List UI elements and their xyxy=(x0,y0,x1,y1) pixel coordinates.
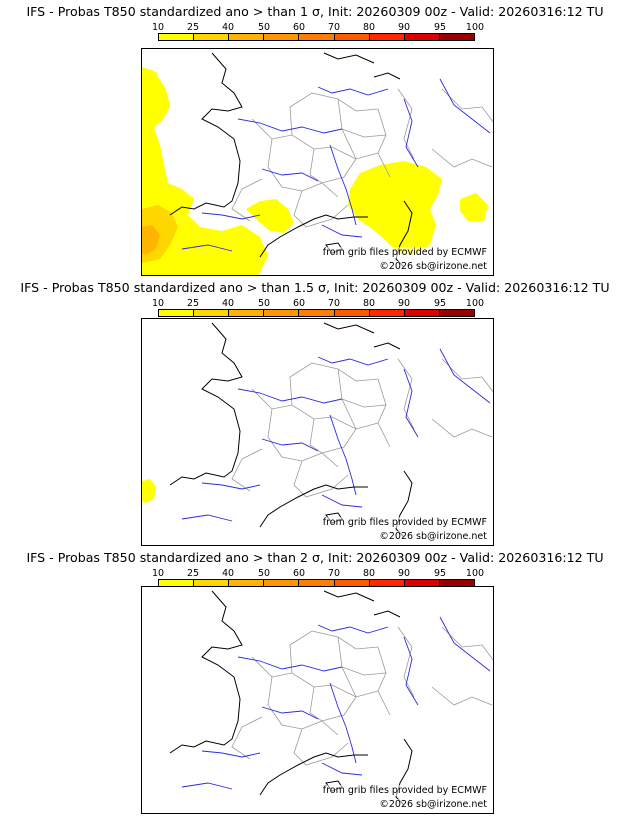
scale-label: 50 xyxy=(257,568,271,579)
scale-swatch xyxy=(439,580,474,586)
probability-color-scale: 10 25 40 50 60 70 80 90 95 100 xyxy=(152,298,484,318)
scale-label: 50 xyxy=(257,298,271,309)
scale-swatch xyxy=(334,310,370,316)
scale-swatch xyxy=(334,580,370,586)
panel-title: IFS - Probas T850 standardized ano > tha… xyxy=(26,4,604,19)
scale-label: 40 xyxy=(221,298,235,309)
scale-label: 60 xyxy=(292,298,306,309)
scale-label: 90 xyxy=(397,298,411,309)
scale-swatch xyxy=(369,34,405,40)
department-borders xyxy=(231,88,493,228)
scale-label: 60 xyxy=(292,568,306,579)
scale-label: 70 xyxy=(327,22,341,33)
scale-swatch xyxy=(264,34,300,40)
department-borders xyxy=(231,626,493,766)
scale-swatch xyxy=(159,34,195,40)
map-panel-1-sigma: IFS - Probas T850 standardized ano > tha… xyxy=(0,0,630,276)
scale-swatch xyxy=(229,34,265,40)
scale-label: 10 xyxy=(151,568,165,579)
coastline xyxy=(169,322,413,538)
scale-label: 95 xyxy=(433,298,447,309)
scale-swatch xyxy=(194,34,230,40)
scale-label: 100 xyxy=(465,568,485,579)
rivers xyxy=(181,78,491,252)
map-graphic xyxy=(142,322,493,538)
scale-label: 90 xyxy=(397,568,411,579)
scale-label: 40 xyxy=(221,22,235,33)
probability-area-deep-orange xyxy=(142,225,160,255)
scale-swatch xyxy=(404,580,440,586)
scale-bar xyxy=(158,309,475,317)
france-map: from grib files provided by ECMWF ©2026 … xyxy=(141,48,494,276)
france-map: from grib files provided by ECMWF ©2026 … xyxy=(141,318,494,546)
map-graphic xyxy=(142,52,493,275)
probability-area-west xyxy=(142,479,156,503)
scale-swatch xyxy=(194,580,230,586)
scale-label: 10 xyxy=(151,298,165,309)
credit-copyright: ©2026 sb@irizone.net xyxy=(379,261,487,272)
scale-swatch xyxy=(299,580,335,586)
scale-swatch xyxy=(369,310,405,316)
scale-swatch xyxy=(334,34,370,40)
credit-copyright: ©2026 sb@irizone.net xyxy=(379,799,487,810)
scale-swatch xyxy=(369,580,405,586)
scale-label: 80 xyxy=(362,568,376,579)
scale-label: 25 xyxy=(186,22,200,33)
panel-title: IFS - Probas T850 standardized ano > tha… xyxy=(20,280,610,295)
probability-color-scale: 10 25 40 50 60 70 80 90 95 100 xyxy=(152,568,484,588)
scale-label: 100 xyxy=(465,22,485,33)
scale-label: 50 xyxy=(257,22,271,33)
scale-swatch xyxy=(299,310,335,316)
scale-label: 95 xyxy=(433,568,447,579)
scale-label: 100 xyxy=(465,298,485,309)
scale-label: 40 xyxy=(221,568,235,579)
coastline xyxy=(169,590,413,806)
scale-label: 80 xyxy=(362,298,376,309)
scale-swatch xyxy=(404,34,440,40)
panel-title: IFS - Probas T850 standardized ano > tha… xyxy=(26,550,604,565)
probability-area-alps xyxy=(348,161,442,255)
scale-label: 80 xyxy=(362,22,376,33)
scale-label: 25 xyxy=(186,298,200,309)
scale-label: 25 xyxy=(186,568,200,579)
scale-label: 10 xyxy=(151,22,165,33)
map-panel-2-sigma: IFS - Probas T850 standardized ano > tha… xyxy=(0,546,630,816)
rivers xyxy=(181,616,491,790)
france-map: from grib files provided by ECMWF ©2026 … xyxy=(141,586,494,814)
scale-label: 60 xyxy=(292,22,306,33)
scale-swatch xyxy=(439,310,474,316)
probability-area-biscay xyxy=(148,71,166,115)
credit-source: from grib files provided by ECMWF xyxy=(322,517,487,528)
credit-source: from grib files provided by ECMWF xyxy=(322,785,487,796)
scale-swatch xyxy=(229,310,265,316)
scale-swatch xyxy=(264,310,300,316)
scale-label: 95 xyxy=(433,22,447,33)
rivers xyxy=(181,348,491,522)
scale-label: 90 xyxy=(397,22,411,33)
scale-swatch xyxy=(404,310,440,316)
scale-bar xyxy=(158,33,475,41)
scale-label: 70 xyxy=(327,298,341,309)
scale-label: 70 xyxy=(327,568,341,579)
department-borders xyxy=(231,358,493,498)
scale-swatch xyxy=(439,34,474,40)
probability-color-scale: 10 25 40 50 60 70 80 90 95 100 xyxy=(152,22,484,42)
probability-area-east xyxy=(460,193,488,221)
scale-swatch xyxy=(194,310,230,316)
scale-swatch xyxy=(299,34,335,40)
credit-source: from grib files provided by ECMWF xyxy=(322,247,487,258)
scale-swatch xyxy=(159,580,195,586)
scale-swatch xyxy=(264,580,300,586)
probability-area-gulf-lion xyxy=(246,199,294,233)
map-panel-1-5-sigma: IFS - Probas T850 standardized ano > tha… xyxy=(0,276,630,546)
map-graphic xyxy=(169,590,493,806)
scale-swatch xyxy=(159,310,195,316)
credit-copyright: ©2026 sb@irizone.net xyxy=(379,531,487,542)
scale-swatch xyxy=(229,580,265,586)
